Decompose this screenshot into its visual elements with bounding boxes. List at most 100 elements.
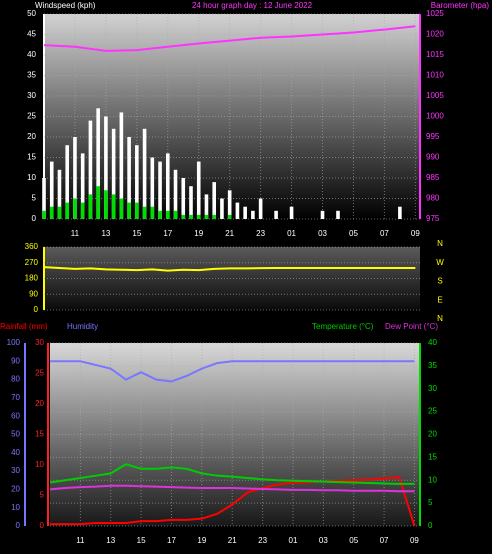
y-tick-label: 15 [27,153,36,162]
x-tick-label: 09 [410,536,419,545]
bar [104,190,108,219]
bar [258,198,263,219]
y2-tick-label: 1000 [426,112,444,121]
y-tick-label: 25 [27,112,36,121]
bar [196,161,201,219]
y-tick-label: 50 [27,9,36,18]
bar [212,214,217,219]
bar [111,128,116,219]
bar [49,161,54,219]
line [50,476,416,527]
bar [243,206,247,219]
bar [189,214,193,219]
y2-tick-label: 10 [428,475,437,484]
bar [204,214,209,219]
line [49,463,415,485]
bar [274,210,278,219]
y-tick-label: 180 [25,274,39,283]
x-tick-label: 21 [225,229,234,238]
x-tick-label: 11 [71,229,80,238]
y-tick-label: 35 [27,71,36,80]
bar [80,153,85,219]
x-tick-label: 21 [228,536,237,545]
bar [173,210,178,219]
bar [336,210,340,219]
bar [96,186,100,219]
legend-label: Humidity [67,322,98,331]
plot-area [44,14,420,219]
bar [49,206,54,219]
bar [111,194,116,219]
y3-tick-label: 10 [11,503,20,512]
x-tick-label: 19 [197,536,206,545]
x-tick-label: 01 [287,229,296,238]
bar [227,190,232,219]
bar [251,210,255,219]
y2-tick-label: 25 [428,407,437,416]
y2-tick-label: 40 [428,338,437,347]
x-tick-label: 23 [256,229,265,238]
bar [135,202,139,219]
y-tick-label: 40 [27,50,36,59]
bar [119,112,124,219]
bar [42,210,46,219]
bar [158,161,162,219]
y-tick-label: 20 [35,399,44,408]
y-tick-label: 30 [35,338,44,347]
y-tick-label: 0 [40,521,45,530]
line [49,484,415,493]
y-tick-label: 20 [27,132,36,141]
y-tick-label: 10 [27,173,36,182]
chart-title: 24 hour graph day : 12 June 2022 [192,1,313,10]
bar [57,206,62,219]
y2-tick-label: N [437,239,443,248]
y-tick-label: 15 [35,430,44,439]
x-tick-label: 01 [289,536,298,545]
line [50,360,415,383]
y3-tick-label: 30 [11,466,20,475]
line [43,266,416,272]
bar [150,206,155,219]
legend-label: Dew Point (°C) [385,322,438,331]
bar [104,116,108,219]
bar [57,169,62,219]
x-tick-label: 19 [194,229,203,238]
bar [96,108,100,219]
x-tick-label: 23 [258,536,267,545]
y-tick-label: 5 [40,491,45,500]
y2-tick-label: 1005 [426,91,444,100]
bar [165,153,170,219]
bar [220,198,224,219]
y3-tick-label: 0 [16,521,21,530]
bar [65,202,70,219]
bar [204,194,209,219]
y2-tick-label: S [437,277,442,286]
bar [227,214,232,219]
y-tick-label: 0 [32,214,37,223]
y3-tick-label: 20 [11,485,20,494]
y2-tick-label: 985 [426,173,440,182]
x-tick-label: 03 [318,229,327,238]
y2-tick-label: 990 [426,153,440,162]
bar [88,194,93,219]
bar [165,210,170,219]
bar [88,120,93,219]
y2-tick-label: W [436,258,444,267]
bar [142,206,147,219]
bar [80,202,85,219]
legend-label: Rainfall (mm) [0,322,48,331]
y3-tick-label: 50 [11,430,20,439]
y2-tick-label: 35 [428,361,437,370]
bar [189,186,193,219]
plot-area [44,247,420,310]
y2-tick-label: 975 [426,214,440,223]
y2-tick-label: N [437,314,443,323]
y2-tick-label: 1020 [426,30,444,39]
x-tick-label: 07 [380,536,389,545]
x-tick-label: 03 [319,536,328,545]
plot-area [50,343,419,526]
x-tick-label: 05 [349,536,358,545]
bar [398,206,402,219]
y-axis-title: Windspeed (kph) [35,1,96,10]
bar [127,202,131,219]
